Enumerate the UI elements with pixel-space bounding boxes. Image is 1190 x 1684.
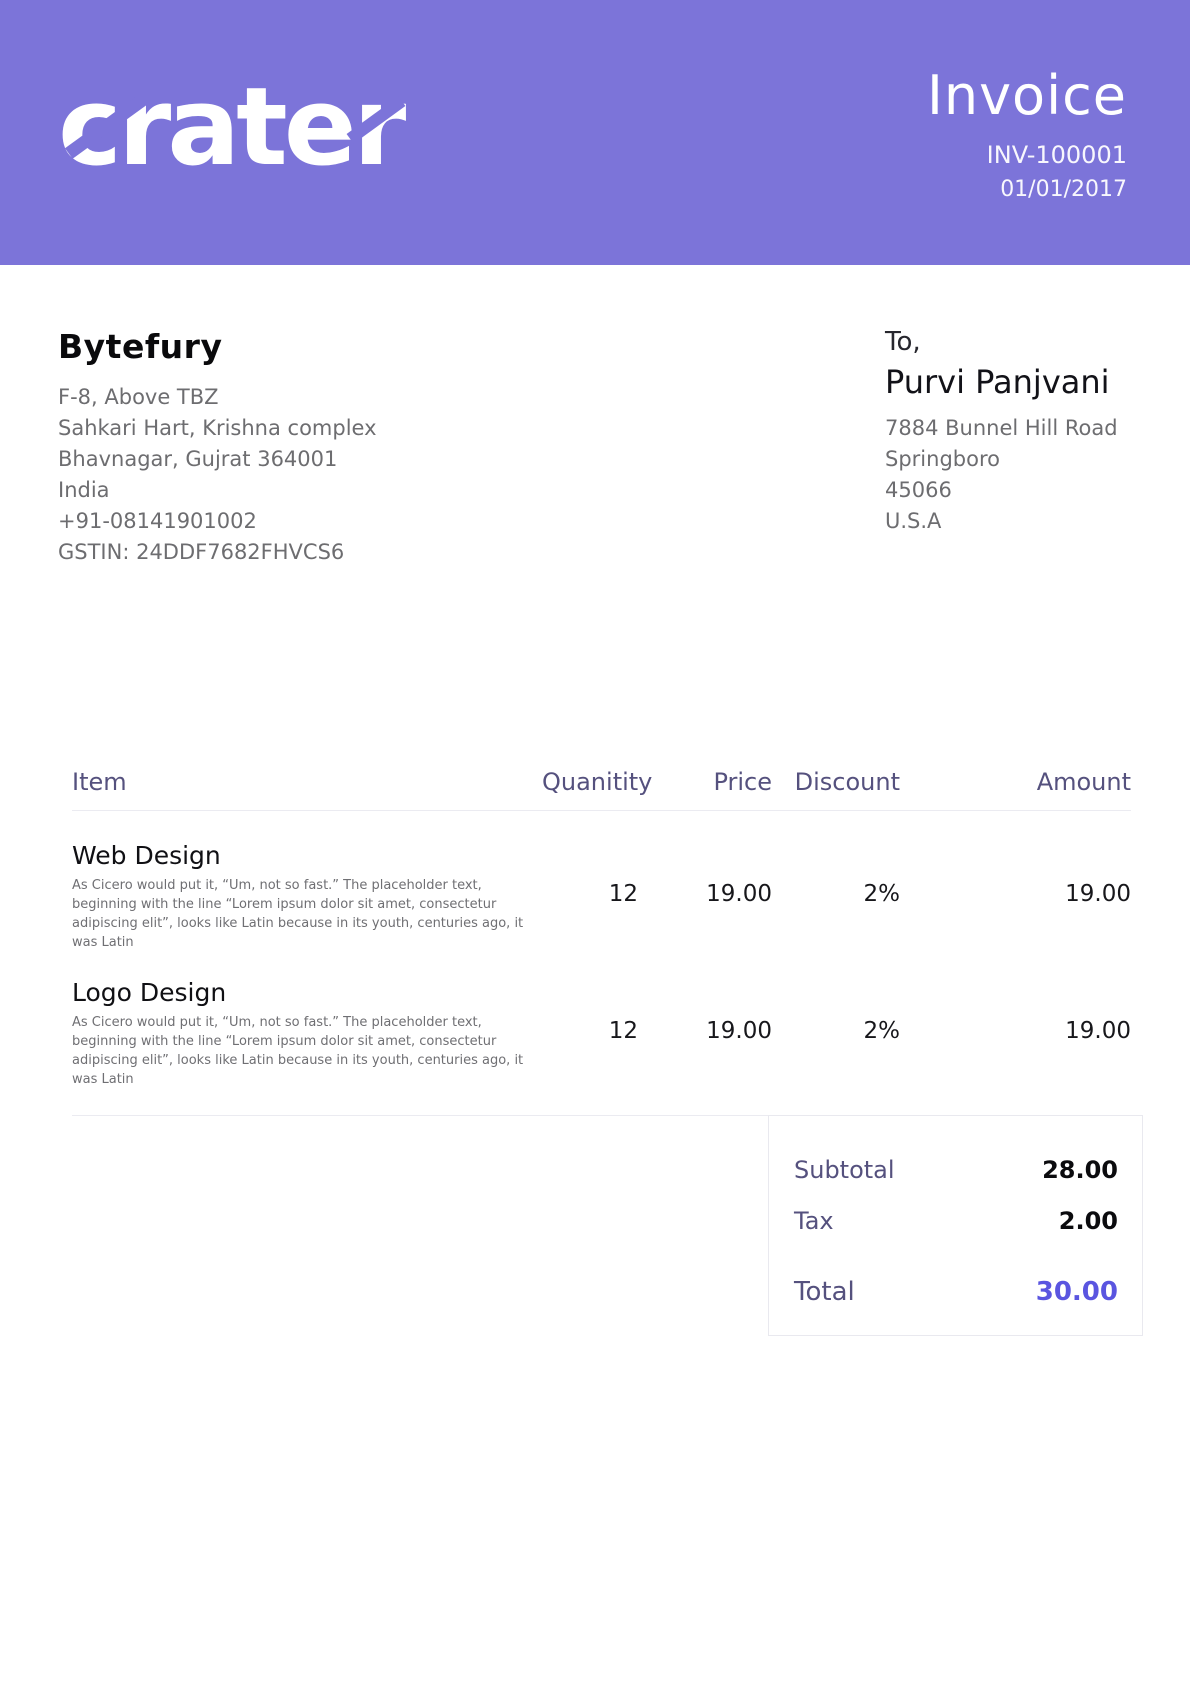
total-value: 30.00 (1035, 1277, 1118, 1307)
crater-logo: crater (58, 73, 406, 192)
tax-value: 2.00 (1058, 1207, 1118, 1235)
item-price: 19.00 (706, 881, 772, 907)
invoice-meta: Invoice INV-100001 01/01/2017 (927, 64, 1127, 202)
company-address-line: Bhavnagar, Gujrat 364001 (58, 447, 338, 471)
item-quantity: 12 (608, 881, 638, 907)
table-bottom-divider (72, 1115, 768, 1336)
recipient-address-line: Springboro (885, 447, 1000, 471)
subtotal-row: Subtotal 28.00 (794, 1156, 1118, 1184)
company-address-block: Bytefury F-8, Above TBZ Sahkari Hart, Kr… (58, 327, 377, 568)
item-discount: 2% (863, 881, 901, 907)
company-address-line: Sahkari Hart, Krishna complex (58, 416, 377, 440)
total-row: Total 30.00 (794, 1277, 1118, 1307)
totals-box: Subtotal 28.00 Tax 2.00 Total 30.00 (768, 1115, 1143, 1336)
addresses-section: Bytefury F-8, Above TBZ Sahkari Hart, Kr… (0, 265, 1190, 568)
column-header-quantity: Quanitity (542, 768, 653, 796)
recipient-address-line: U.S.A (885, 509, 942, 533)
recipient-address-line: 45066 (885, 478, 952, 502)
header-band: crater Invoice INV-100001 01/01/2017 (0, 0, 1190, 265)
total-label: Total (794, 1277, 855, 1307)
company-address-line: India (58, 478, 110, 502)
invoice-title: Invoice (926, 63, 1127, 127)
item-cell: Logo Design As Cicero would put it, “Um,… (72, 978, 542, 1089)
column-header-item: Item (72, 768, 127, 796)
item-amount: 19.00 (1065, 1018, 1131, 1044)
items-table: Item Quanitity Price Discount Amount Web… (0, 768, 1190, 1336)
to-label: To, (885, 327, 921, 357)
item-cell: Web Design As Cicero would put it, “Um, … (72, 841, 542, 952)
column-header-amount: Amount (1036, 768, 1131, 796)
item-discount: 2% (863, 1018, 901, 1044)
totals-section: Subtotal 28.00 Tax 2.00 Total 30.00 (72, 1115, 1143, 1336)
tax-label: Tax (794, 1207, 834, 1235)
item-price: 19.00 (706, 1018, 772, 1044)
recipient-name: Purvi Panjvani (885, 363, 1110, 401)
company-gstin: GSTIN: 24DDF7682FHVCS6 (58, 540, 345, 564)
item-amount: 19.00 (1065, 881, 1131, 907)
recipient-address-block: To, Purvi Panjvani 7884 Bunnel Hill Road… (885, 327, 1127, 568)
invoice-date: 01/01/2017 (1000, 176, 1127, 202)
item-description: As Cicero would put it, “Um, not so fast… (72, 878, 524, 950)
subtotal-value: 28.00 (1042, 1156, 1118, 1184)
subtotal-label: Subtotal (794, 1156, 895, 1184)
company-name: Bytefury (58, 327, 223, 366)
item-title: Web Design (72, 841, 221, 870)
company-address-line: F-8, Above TBZ (58, 385, 219, 409)
tax-row: Tax 2.00 (794, 1207, 1118, 1235)
company-phone: +91-08141901002 (58, 509, 257, 533)
item-quantity: 12 (608, 1018, 638, 1044)
invoice-number: INV-100001 (986, 140, 1127, 169)
item-title: Logo Design (72, 978, 227, 1007)
column-header-discount: Discount (794, 768, 900, 796)
recipient-address-line: 7884 Bunnel Hill Road (885, 416, 1118, 440)
table-row: Web Design As Cicero would put it, “Um, … (72, 811, 1131, 952)
items-table-header-row: Item Quanitity Price Discount Amount (72, 768, 1131, 811)
item-description: As Cicero would put it, “Um, not so fast… (72, 1015, 524, 1087)
table-row: Logo Design As Cicero would put it, “Um,… (72, 952, 1131, 1089)
column-header-price: Price (713, 768, 772, 796)
